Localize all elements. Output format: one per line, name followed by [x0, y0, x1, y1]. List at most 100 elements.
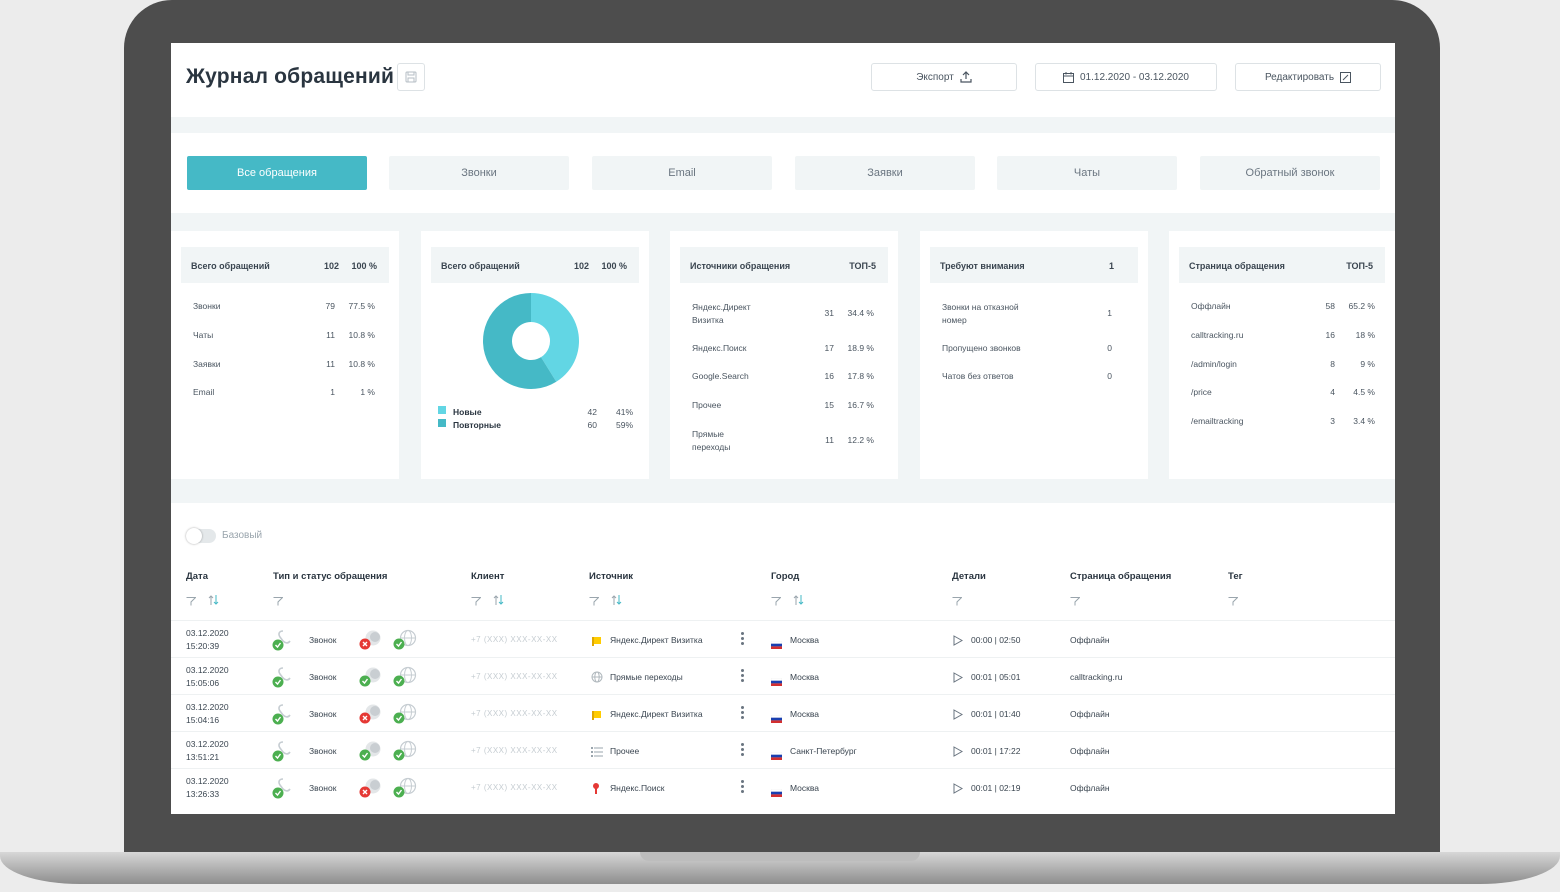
column-header-page[interactable]: Страница обращения [1070, 571, 1172, 582]
sort-icon[interactable] [793, 593, 805, 611]
table-row[interactable]: 03.12.2020 13:51:21 Звонок +7 (XXX) XXX-XX-… [171, 731, 1395, 769]
play-icon[interactable] [953, 707, 964, 725]
column-header-client[interactable]: Клиент [471, 571, 505, 582]
row-page: calltracking.ru [1070, 672, 1123, 682]
stat-pct: 77.5 % [348, 301, 375, 311]
date-range-picker[interactable]: 01.12.2020 - 03.12.2020 [1035, 63, 1217, 91]
stat-count: 1 [330, 387, 335, 397]
filter-icon[interactable] [952, 593, 963, 611]
attention-label: Звонки на отказной номер [942, 302, 1019, 325]
stats-card-totals: Всего обращений 102 100 % Звонки 79 77.5… [171, 231, 399, 479]
edit-label: Редактировать [1264, 71, 1335, 83]
column-header-type[interactable]: Тип и статус обращения [273, 571, 388, 582]
attention-count: 1 [1107, 308, 1112, 318]
filter-icon[interactable] [589, 593, 600, 611]
column-header-source[interactable]: Источник [589, 571, 634, 582]
header-divider [171, 117, 1395, 133]
filter-icon[interactable] [771, 593, 782, 611]
basic-view-toggle[interactable] [186, 528, 216, 544]
sort-icon[interactable] [493, 593, 505, 611]
web-session-icon [391, 703, 419, 730]
row-type: Звонок [309, 635, 337, 645]
row-date: 03.12.2020 15:05:06 [186, 665, 229, 688]
missed-call-icon [357, 703, 385, 730]
tab-requests[interactable]: Заявки [795, 156, 975, 190]
filter-icon[interactable] [471, 593, 482, 611]
export-label: Экспорт [916, 71, 954, 83]
tab-callback[interactable]: Обратный звонок [1200, 156, 1380, 190]
web-session-icon [391, 629, 419, 656]
save-button[interactable] [397, 63, 425, 91]
source-label: Яндекс.Поиск [692, 343, 747, 353]
play-icon[interactable] [953, 633, 964, 651]
row-city: Москва [790, 672, 820, 682]
app-screen: Журнал обращений Экспорт 01.12.2020 - 03… [171, 43, 1395, 814]
edit-icon [1340, 71, 1352, 83]
row-menu-icon[interactable] [741, 632, 744, 645]
row-details: 00:01 | 05:01 [971, 672, 1021, 682]
sort-icon[interactable] [611, 593, 623, 611]
row-type: Звонок [309, 672, 337, 682]
legend-swatch-repeat [438, 419, 446, 427]
column-controls [186, 593, 220, 611]
tab-calls[interactable]: Звонки [389, 156, 569, 190]
play-icon[interactable] [953, 744, 964, 762]
row-menu-icon[interactable] [741, 669, 744, 682]
page-count: 16 [1325, 330, 1335, 340]
attention-label: Чатов без ответов [942, 371, 1014, 381]
filter-icon[interactable] [1070, 593, 1081, 611]
row-client[interactable]: +7 (XXX) XXX-XX-XX [471, 746, 558, 755]
row-menu-icon[interactable] [741, 780, 744, 793]
table-row[interactable]: 03.12.2020 15:04:16 Звонок +7 (XXX) XXX-XX-… [171, 694, 1395, 732]
russia-flag-icon [770, 710, 783, 723]
column-header-details[interactable]: Детали [952, 571, 986, 582]
answered-call-icon [357, 666, 385, 693]
edit-button[interactable]: Редактировать [1235, 63, 1381, 91]
table-row[interactable]: 03.12.2020 15:05:06 Звонок +7 (XXX) XXX-XX-… [171, 657, 1395, 695]
source-count: 16 [824, 371, 834, 381]
page-pct: 65.2 % [1348, 301, 1375, 311]
legend-pct-repeat: 59% [615, 420, 633, 430]
source-count: 17 [824, 343, 834, 353]
filter-icon[interactable] [1228, 593, 1239, 611]
russia-flag-icon [770, 784, 783, 797]
row-date: 03.12.2020 15:20:39 [186, 628, 229, 651]
row-menu-icon[interactable] [741, 706, 744, 719]
row-menu-icon[interactable] [741, 743, 744, 756]
row-details: 00:00 | 02:50 [971, 635, 1021, 645]
column-header-city[interactable]: Город [771, 571, 800, 582]
export-button[interactable]: Экспорт [871, 63, 1017, 91]
filter-icon[interactable] [186, 593, 197, 611]
page-pct: 3.4 % [1353, 416, 1375, 426]
column-controls [771, 593, 805, 611]
tab-chats[interactable]: Чаты [997, 156, 1177, 190]
missed-call-icon [357, 777, 385, 804]
row-client[interactable]: +7 (XXX) XXX-XX-XX [471, 635, 558, 644]
row-client[interactable]: +7 (XXX) XXX-XX-XX [471, 783, 558, 792]
card-header: Требуют внимания 1 [930, 247, 1138, 283]
card-header: Всего обращений 102 100 % [181, 247, 389, 283]
row-client[interactable]: +7 (XXX) XXX-XX-XX [471, 672, 558, 681]
tab-all[interactable]: Все обращения [187, 156, 367, 190]
table-row[interactable]: 03.12.2020 15:20:39 Звонок +7 (XXX) XXX-XX-… [171, 620, 1395, 658]
row-page: Оффлайн [1070, 783, 1110, 793]
legend-count-new: 42 [587, 407, 597, 417]
row-details: 00:01 | 02:19 [971, 783, 1021, 793]
row-source: Яндекс.Директ Визитка [610, 709, 703, 719]
column-header-date[interactable]: Дата [186, 571, 208, 582]
column-controls [273, 593, 284, 611]
page-pct: 4.5 % [1353, 387, 1375, 397]
donut-segment-repeat [483, 293, 557, 389]
page-title: Журнал обращений [186, 65, 395, 88]
play-icon[interactable] [953, 781, 964, 799]
tab-email[interactable]: Email [592, 156, 772, 190]
row-type: Звонок [309, 746, 337, 756]
table-row[interactable]: 03.12.2020 13:26:33 Звонок +7 (XXX) XXX-XX-… [171, 768, 1395, 806]
row-client[interactable]: +7 (XXX) XXX-XX-XX [471, 709, 558, 718]
play-icon[interactable] [953, 670, 964, 688]
card-header: Страница обращения ТОП-5 [1179, 247, 1385, 283]
toggle-label: Базовый [222, 530, 263, 541]
sort-icon[interactable] [208, 593, 220, 611]
filter-icon[interactable] [273, 593, 284, 611]
column-header-tag[interactable]: Тег [1228, 571, 1243, 582]
